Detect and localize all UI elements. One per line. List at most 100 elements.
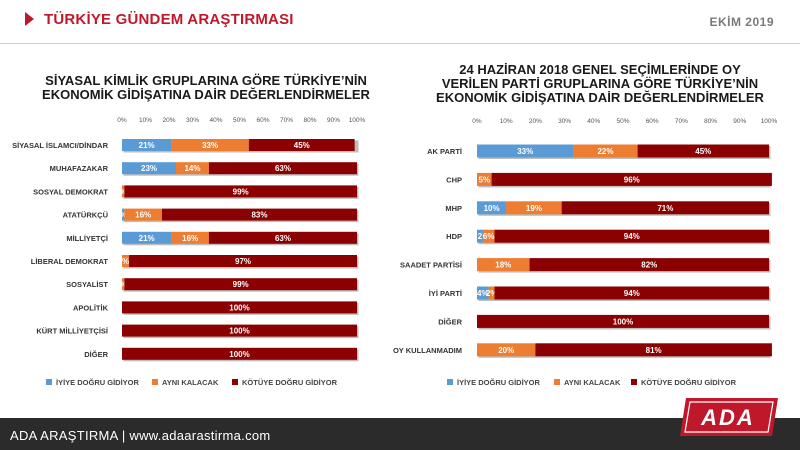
bar-segment xyxy=(122,208,125,221)
x-tick-label: 40% xyxy=(587,118,600,125)
legend-swatch xyxy=(447,379,453,385)
data-label: % xyxy=(120,187,127,196)
bar-segment xyxy=(124,278,357,291)
data-label: 99% xyxy=(233,187,249,196)
x-tick-label: 20% xyxy=(529,118,542,125)
bar-segment xyxy=(122,185,125,198)
data-label: 94% xyxy=(624,289,640,298)
legend-swatch xyxy=(631,379,637,385)
data-label: 81% xyxy=(646,346,662,355)
category-label: SAADET PARTİSİ xyxy=(400,261,462,270)
x-tick-label: 90% xyxy=(327,117,340,124)
data-label: % xyxy=(120,280,127,289)
bar-segment xyxy=(208,162,357,175)
data-label: 45% xyxy=(294,141,310,150)
category-label: DİĞER xyxy=(438,317,462,326)
bar-segment xyxy=(122,278,125,291)
bar-segment xyxy=(171,231,209,244)
bar-segment xyxy=(176,162,209,175)
data-label: 63% xyxy=(275,234,291,243)
data-label: 45% xyxy=(695,147,711,156)
bar-segment xyxy=(124,208,162,221)
category-label: KÜRT MİLLİYETÇİSİ xyxy=(36,327,108,336)
category-label: CHP xyxy=(446,175,462,184)
data-label: 16% xyxy=(135,211,151,220)
x-tick-label: 70% xyxy=(280,117,293,124)
legend-swatch xyxy=(46,379,52,385)
bar-segment xyxy=(535,343,772,357)
logo-text: ADA xyxy=(700,405,755,430)
bar-segment xyxy=(477,343,536,357)
footer: ADA ARAŞTIRMA | www.adaarastirma.com xyxy=(0,418,800,450)
ada-logo: ADA xyxy=(680,398,778,436)
data-label: % xyxy=(120,211,127,220)
category-label: SİYASAL İSLAMCI/DİNDAR xyxy=(12,141,108,150)
bar-segment xyxy=(124,185,357,198)
data-label: 21% xyxy=(139,141,155,150)
chart-title-line: VERİLEN PARTİ GRUPLARINA GÖRE TÜRKİYE’Nİ… xyxy=(441,76,759,91)
category-label: APOLİTİK xyxy=(73,303,109,312)
footer-text[interactable]: ADA ARAŞTIRMA | www.adaarastirma.com xyxy=(10,428,271,443)
x-tick-label: 60% xyxy=(646,118,659,125)
report-date: EKİM 2019 xyxy=(709,15,774,29)
bar-segment xyxy=(248,139,355,151)
category-label: SOSYAL DEMOKRAT xyxy=(33,187,108,196)
category-label: AK PARTİ xyxy=(427,147,462,156)
data-label: % xyxy=(122,257,129,266)
x-tick-label: 30% xyxy=(558,118,571,125)
bar-segment xyxy=(494,286,769,300)
category-label: ATATÜRKÇÜ xyxy=(63,211,108,220)
data-label: 2 xyxy=(478,232,483,241)
bar-segment xyxy=(122,139,172,151)
data-label: 4% xyxy=(477,289,489,298)
data-label: 33% xyxy=(517,147,533,156)
data-label: 33% xyxy=(202,141,218,150)
bar-segment xyxy=(637,144,769,158)
category-label: HDP xyxy=(446,232,462,241)
chart-title-line: 24 HAZİRAN 2018 GENEL SEÇİMLERİNDE OY xyxy=(459,62,741,77)
page-title: TÜRKİYE GÜNDEM ARAŞTIRMASI xyxy=(44,11,294,28)
data-label: 71% xyxy=(657,204,673,213)
data-label: 20% xyxy=(498,346,514,355)
data-label: 82% xyxy=(641,261,657,270)
category-label: İYİ PARTİ xyxy=(429,289,462,298)
bar-segment xyxy=(477,172,492,186)
data-label: 6% xyxy=(483,232,495,241)
x-tick-label: 90% xyxy=(733,118,746,125)
bar-segment xyxy=(129,255,357,267)
bar-segment xyxy=(561,201,769,215)
bar-segment xyxy=(122,324,357,337)
bar-segment xyxy=(122,162,177,175)
bar-segment xyxy=(482,229,495,243)
bar-segment xyxy=(488,286,495,300)
header: TÜRKİYE GÜNDEM ARAŞTIRMASI EKİM 2019 xyxy=(0,0,800,44)
data-label: 96% xyxy=(624,175,640,184)
data-label: 19% xyxy=(526,204,542,213)
x-tick-label: 30% xyxy=(186,117,199,124)
data-label: 97% xyxy=(235,257,251,266)
legend-swatch xyxy=(152,379,158,385)
data-label: 14% xyxy=(184,164,200,173)
x-tick-label: 70% xyxy=(675,118,688,125)
bar-segment xyxy=(161,208,357,221)
header-arrow-icon xyxy=(25,12,34,26)
chart-title-line: SİYASAL KİMLİK GRUPLARINA GÖRE TÜRKİYE’N… xyxy=(45,73,367,88)
data-label: 18% xyxy=(495,261,511,270)
x-tick-label: 10% xyxy=(500,118,513,125)
logo-border xyxy=(684,401,774,433)
legend-swatch xyxy=(232,379,238,385)
bar-segment xyxy=(477,314,769,328)
data-label: 5% xyxy=(479,175,491,184)
category-label: MUHAFAZAKAR xyxy=(50,164,109,173)
bar-segment xyxy=(208,231,357,244)
category-label: SOSYALİST xyxy=(66,280,108,289)
data-label: 100% xyxy=(613,317,633,326)
legend-label: İYİYE DOĞRU GİDİYOR xyxy=(56,378,140,387)
chart-title-line: EKONOMİK GİDİŞATINA DAİR DEĞERLENDİRMELE… xyxy=(436,90,764,105)
bar-segment xyxy=(122,255,130,267)
x-tick-label: 40% xyxy=(209,117,222,124)
category-label: MHP xyxy=(445,204,462,213)
category-label: OY KULLANMADIM xyxy=(393,346,462,355)
chart-title-party: 24 HAZİRAN 2018 GENEL SEÇİMLERİNDE OY VE… xyxy=(418,63,782,105)
